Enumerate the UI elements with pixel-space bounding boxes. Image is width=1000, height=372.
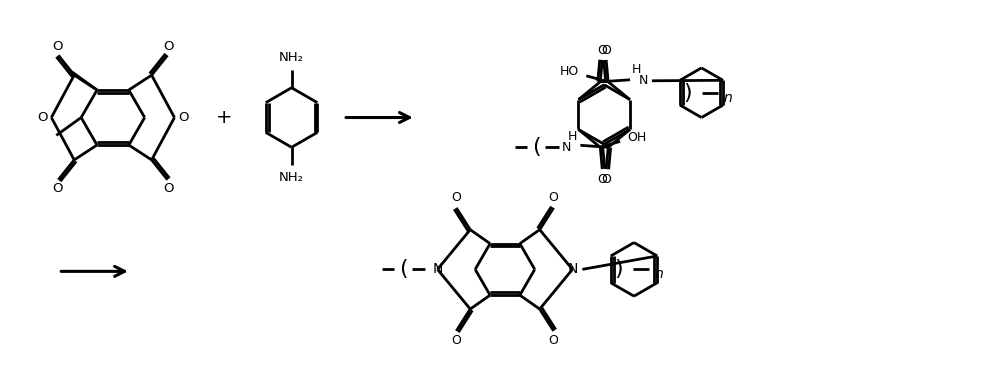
Text: N: N bbox=[432, 262, 443, 276]
Text: O: O bbox=[451, 192, 461, 205]
Text: O: O bbox=[52, 40, 63, 53]
Text: O: O bbox=[601, 44, 611, 57]
Text: H: H bbox=[631, 63, 641, 76]
Text: HO: HO bbox=[560, 65, 579, 78]
Text: O: O bbox=[52, 182, 63, 195]
Text: O: O bbox=[601, 173, 611, 186]
Text: O: O bbox=[451, 334, 461, 347]
Text: O: O bbox=[549, 334, 559, 347]
Text: n: n bbox=[654, 267, 663, 281]
Text: N: N bbox=[562, 141, 571, 154]
Text: H: H bbox=[568, 130, 577, 143]
Text: O: O bbox=[163, 40, 174, 53]
Text: +: + bbox=[216, 108, 232, 127]
Text: NH₂: NH₂ bbox=[279, 51, 304, 64]
Text: O: O bbox=[163, 182, 174, 195]
Text: O: O bbox=[37, 111, 48, 124]
Text: O: O bbox=[597, 44, 607, 57]
Text: N: N bbox=[567, 262, 578, 276]
Text: N: N bbox=[639, 74, 649, 87]
Text: O: O bbox=[178, 111, 189, 124]
Text: O: O bbox=[549, 192, 559, 205]
Text: O: O bbox=[597, 173, 607, 186]
Text: n: n bbox=[723, 91, 732, 105]
Text: ): ) bbox=[684, 83, 692, 103]
Text: (: ( bbox=[532, 137, 541, 157]
Text: (: ( bbox=[399, 259, 408, 279]
Text: OH: OH bbox=[627, 131, 647, 144]
Text: ): ) bbox=[614, 259, 623, 279]
Text: NH₂: NH₂ bbox=[279, 171, 304, 183]
